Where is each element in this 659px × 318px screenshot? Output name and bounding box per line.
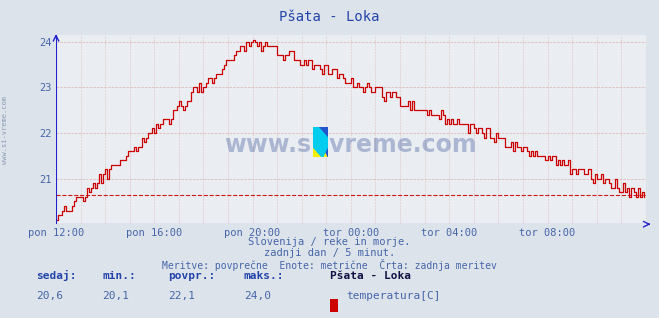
Text: 20,6: 20,6 — [36, 291, 63, 301]
Polygon shape — [313, 127, 328, 157]
Text: 22,1: 22,1 — [168, 291, 195, 301]
Text: Meritve: povprečne  Enote: metrične  Črta: zadnja meritev: Meritve: povprečne Enote: metrične Črta:… — [162, 259, 497, 271]
Text: www.si-vreme.com: www.si-vreme.com — [225, 133, 477, 157]
Text: Pšata - Loka: Pšata - Loka — [279, 10, 380, 24]
Text: min.:: min.: — [102, 272, 136, 281]
Text: povpr.:: povpr.: — [168, 272, 215, 281]
Text: temperatura[C]: temperatura[C] — [346, 291, 440, 301]
Polygon shape — [313, 127, 328, 157]
Text: www.si-vreme.com: www.si-vreme.com — [2, 96, 9, 164]
Text: 24,0: 24,0 — [244, 291, 271, 301]
Text: Slovenija / reke in morje.: Slovenija / reke in morje. — [248, 237, 411, 247]
Polygon shape — [313, 127, 328, 157]
Text: zadnji dan / 5 minut.: zadnji dan / 5 minut. — [264, 248, 395, 258]
Text: maks.:: maks.: — [244, 272, 284, 281]
Text: 20,1: 20,1 — [102, 291, 129, 301]
Text: Pšata - Loka: Pšata - Loka — [330, 272, 411, 281]
Text: sedaj:: sedaj: — [36, 270, 76, 281]
